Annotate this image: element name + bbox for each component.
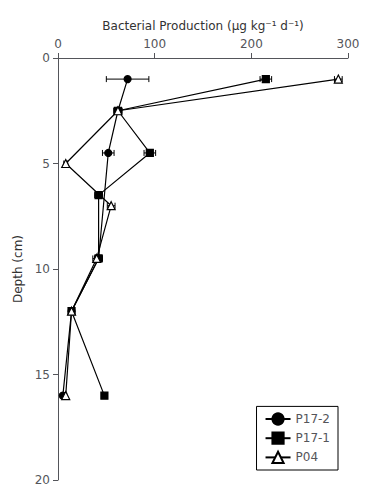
svg-text:Depth (cm): Depth (cm) bbox=[11, 235, 25, 303]
svg-text:300: 300 bbox=[337, 37, 360, 51]
svg-text:15: 15 bbox=[35, 368, 50, 382]
svg-text:0: 0 bbox=[42, 51, 50, 65]
svg-text:0: 0 bbox=[54, 37, 62, 51]
svg-text:20: 20 bbox=[35, 473, 50, 487]
svg-text:10: 10 bbox=[35, 262, 50, 276]
svg-text:P17-1: P17-1 bbox=[296, 431, 330, 445]
svg-text:5: 5 bbox=[42, 157, 50, 171]
svg-text:100: 100 bbox=[143, 37, 166, 51]
svg-text:P17-2: P17-2 bbox=[296, 412, 330, 426]
svg-text:P04: P04 bbox=[296, 450, 319, 464]
svg-text:Bacterial Production (μg kg⁻¹: Bacterial Production (μg kg⁻¹ d⁻¹) bbox=[102, 19, 303, 33]
svg-text:200: 200 bbox=[240, 37, 263, 51]
